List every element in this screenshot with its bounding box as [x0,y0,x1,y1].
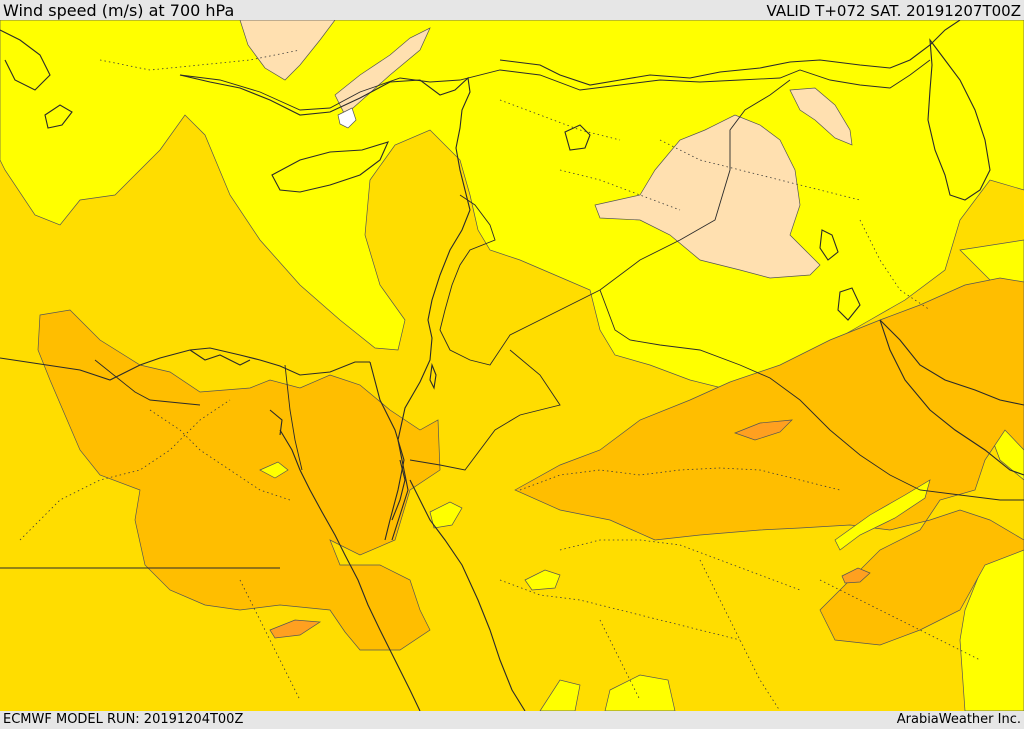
field-calm-spot [337,107,357,129]
coastlines [0,20,1024,711]
map-title: Wind speed (m/s) at 700 hPa [3,1,235,20]
admin-boundaries [19,49,981,711]
model-run: ECMWF MODEL RUN: 20191204T00Z [3,712,244,727]
field-stronger-spot-3 [269,619,322,639]
field-light-pocket-1 [834,479,931,551]
credit-text: ArabiaWeather Inc. [896,712,1021,727]
borders [0,59,1024,569]
field-very-light-anatolia [334,27,431,116]
field-very-light-balkans [239,20,336,81]
field-stronger-spot-2 [841,567,871,584]
field-light-east [959,239,1024,711]
field-light-pocket-6 [539,679,581,711]
field-light-north [0,20,1024,391]
valid-time: VALID T+072 SAT. 20191207T00Z [766,2,1021,20]
field-strong-egypt [37,309,441,651]
header-bar: Wind speed (m/s) at 700 hPa VALID T+072 … [0,0,1024,20]
field-light-pocket-3 [524,569,561,591]
field-light-pocket-4 [259,461,289,479]
field-light-pocket-5 [604,674,676,711]
wind-speed-map [0,20,1024,711]
footer-bar: ECMWF MODEL RUN: 20191204T00Z ArabiaWeat… [0,711,1024,729]
field-stronger-spot-1 [734,419,793,441]
field-very-light-caspian [789,87,853,146]
field-very-light-iraq [594,114,821,279]
